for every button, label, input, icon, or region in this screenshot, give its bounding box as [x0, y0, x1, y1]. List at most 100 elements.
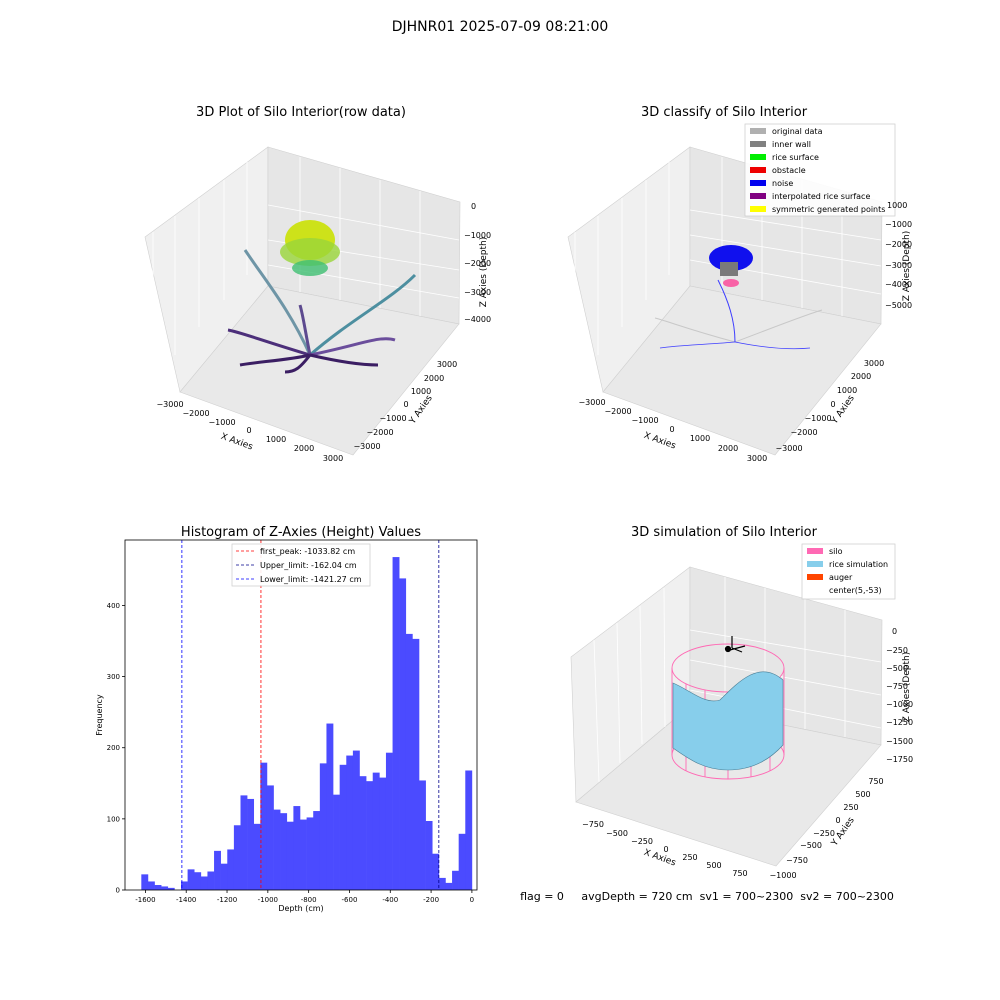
- panel2-legend-noise: noise: [772, 179, 793, 188]
- histogram-bar: [385, 752, 393, 890]
- histogram-legend: first_peak: -1033.82 cm Upper_limit: -16…: [231, 543, 371, 587]
- histogram-x-tick-label: -1400: [176, 896, 196, 904]
- svg-text:0: 0: [403, 400, 408, 409]
- panel2-legend-obstacle: obstacle: [772, 166, 806, 175]
- svg-text:0: 0: [669, 425, 674, 434]
- histogram-bar: [214, 850, 221, 890]
- panel4-zlabel: Z Axies (Depth): [902, 652, 912, 723]
- histogram-bar: [425, 821, 433, 890]
- svg-text:1000: 1000: [887, 201, 907, 210]
- histogram-x-tick-label: -200: [423, 896, 439, 904]
- histogram-bar: [379, 777, 387, 890]
- histogram-y-tick-label: 200: [107, 744, 120, 752]
- svg-text:−2000: −2000: [604, 407, 631, 416]
- svg-text:−4000: −4000: [464, 315, 491, 324]
- histogram-bar: [372, 772, 380, 890]
- panel2-floor-pane: [602, 285, 882, 456]
- histogram-bar: [147, 881, 155, 890]
- panel4-legend-silo: silo: [829, 547, 843, 556]
- svg-text:−2000: −2000: [366, 428, 393, 437]
- histogram-ylabel: Frequency: [95, 694, 104, 736]
- histogram-reference-lines: [181, 540, 440, 890]
- histogram-bar: [346, 755, 354, 890]
- histogram-bar: [319, 763, 327, 890]
- panel4-title: 3D simulation of Silo Interior: [631, 525, 818, 540]
- histogram-bar: [240, 795, 248, 890]
- svg-text:−1250: −1250: [886, 718, 913, 727]
- svg-text:−3000: −3000: [775, 444, 802, 453]
- histogram-bar: [392, 557, 400, 890]
- svg-text:−3000: −3000: [464, 288, 491, 297]
- svg-text:−3000: −3000: [156, 400, 183, 409]
- histogram-bar: [333, 794, 340, 890]
- panel2-legend-inner-wall: inner wall: [772, 140, 811, 149]
- histogram-x-ticks: -1600 -1400 -1200 -1000 -800 -600 -400 -200 0: [135, 890, 474, 904]
- svg-text:−1750: −1750: [886, 755, 913, 764]
- panel2-ylabel: Y Axies: [829, 393, 857, 426]
- histogram-y-tick-label: 0: [116, 887, 120, 895]
- histogram-bar: [293, 806, 301, 890]
- histogram-y-tick-label: 100: [107, 815, 120, 823]
- panel2-legend-original: original data: [772, 127, 823, 136]
- histogram-bar: [419, 780, 426, 890]
- panel4-auger: [724, 636, 746, 653]
- svg-text:500: 500: [855, 790, 870, 799]
- panel2-zlabel: Z Axies (Depth): [902, 231, 912, 302]
- histogram-bar: [438, 877, 446, 890]
- svg-text:0: 0: [663, 845, 668, 854]
- histogram-x-tick-label: -800: [301, 896, 317, 904]
- histogram-bar: [220, 863, 228, 890]
- histogram-bar: [194, 872, 202, 890]
- svg-text:−1000: −1000: [464, 231, 491, 240]
- histogram-bar: [233, 825, 241, 890]
- histogram-bar: [227, 849, 235, 890]
- histogram-bar: [313, 811, 321, 890]
- panel4-legend-center: center(5,-53): [829, 586, 882, 595]
- svg-text:−1000: −1000: [885, 220, 912, 229]
- svg-text:1000: 1000: [266, 435, 286, 444]
- svg-text:−500: −500: [606, 829, 628, 838]
- svg-text:1000: 1000: [411, 387, 431, 396]
- histogram-x-tick-label: -1200: [217, 896, 237, 904]
- histogram-bar: [200, 876, 208, 890]
- svg-text:500: 500: [706, 861, 721, 870]
- histogram-bar: [187, 869, 195, 890]
- svg-text:3000: 3000: [864, 359, 884, 368]
- histogram-bar: [306, 817, 314, 890]
- svg-text:−250: −250: [886, 646, 908, 655]
- svg-text:−1000: −1000: [804, 414, 831, 423]
- histogram-bars: [141, 557, 473, 890]
- svg-text:−2000: −2000: [464, 259, 491, 268]
- histogram-y-tick-label: 300: [107, 673, 120, 681]
- panel2-legend-interpolated: interpolated rice surface: [772, 192, 870, 201]
- histogram-bar: [167, 887, 175, 890]
- svg-text:0: 0: [892, 627, 897, 636]
- svg-text:2000: 2000: [718, 444, 738, 453]
- histogram-legend-first-peak: first_peak: -1033.82 cm: [260, 547, 355, 556]
- svg-text:3000: 3000: [323, 454, 343, 463]
- histogram-axes-frame: [124, 539, 478, 891]
- histogram-bar: [326, 723, 334, 890]
- histogram-bar: [207, 871, 215, 890]
- svg-text:2000: 2000: [851, 372, 871, 381]
- svg-text:−250: −250: [631, 837, 653, 846]
- panel-classify-3d: 3D classify of Silo Interior original da…: [567, 105, 912, 463]
- panel4-rice-surface: [672, 671, 784, 771]
- histogram-bar: [247, 798, 255, 890]
- svg-text:−2000: −2000: [885, 240, 912, 249]
- svg-text:−750: −750: [582, 820, 604, 829]
- histogram-bar: [359, 776, 367, 890]
- histogram-bar: [432, 853, 440, 890]
- panel2-legend-symmetric: symmetric generated points: [772, 205, 885, 214]
- svg-text:750: 750: [868, 777, 883, 786]
- svg-text:3000: 3000: [437, 360, 457, 369]
- svg-text:−5000: −5000: [885, 301, 912, 310]
- panel-simulation-3d: 3D simulation of Silo Interior silo rice…: [570, 525, 913, 880]
- panel-histogram: Histogram of Z-Axies (Height) Values -16…: [95, 525, 478, 913]
- histogram-bar: [253, 823, 261, 890]
- svg-text:0: 0: [835, 816, 840, 825]
- histogram-xlabel: Depth (cm): [278, 904, 323, 913]
- histogram-y-ticks: 0 100 200 300 400: [107, 602, 125, 895]
